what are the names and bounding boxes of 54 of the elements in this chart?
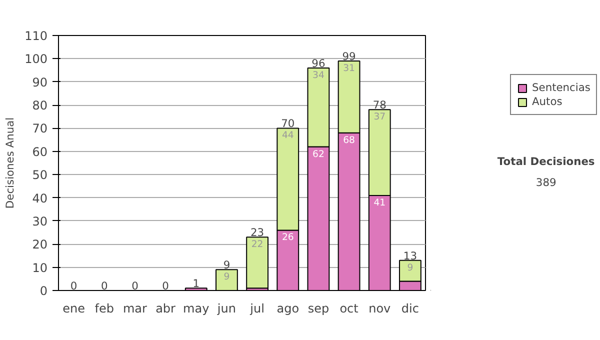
x-tick-label: may bbox=[183, 302, 210, 316]
x-tick-label: jun bbox=[216, 302, 236, 316]
y-tick-label: 10 bbox=[32, 260, 48, 275]
total-label: 0 bbox=[100, 280, 108, 292]
y-tick-label: 20 bbox=[32, 238, 48, 252]
data-label: 9 bbox=[407, 262, 414, 274]
y-tick-label: 100 bbox=[24, 52, 48, 66]
y-tick-label: 110 bbox=[24, 29, 48, 43]
data-label: 68 bbox=[343, 134, 356, 146]
total-label: 1 bbox=[192, 277, 200, 290]
data-label: 37 bbox=[374, 112, 386, 123]
x-tick-label: abr bbox=[156, 302, 176, 316]
total-label: 99 bbox=[342, 50, 356, 63]
total-label: 0 bbox=[132, 280, 139, 292]
total-label: 0 bbox=[70, 280, 78, 292]
data-label: 44 bbox=[282, 130, 294, 142]
text: 389 bbox=[536, 176, 556, 189]
y-tick-label: 50 bbox=[32, 168, 48, 182]
legend-label: Sentencias bbox=[532, 81, 590, 94]
x-tick-label: feb bbox=[94, 302, 114, 316]
y-tick-label: 0 bbox=[40, 284, 48, 298]
legend-label: Autos bbox=[532, 95, 562, 108]
y-tick-label: 60 bbox=[32, 144, 48, 159]
data-label: 31 bbox=[343, 63, 356, 74]
y-tick-label: 30 bbox=[32, 214, 48, 228]
x-tick-label: ene bbox=[62, 302, 85, 316]
bar bbox=[246, 236, 268, 289]
total-label: 23 bbox=[250, 226, 264, 240]
x-tick-label: dic bbox=[401, 302, 419, 316]
total-label: 13 bbox=[403, 249, 417, 262]
x-tick-label: mar bbox=[122, 302, 148, 316]
data-label: 9 bbox=[224, 272, 230, 283]
total-label: 70 bbox=[281, 117, 295, 130]
x-tick-label: sep bbox=[308, 302, 330, 316]
total-label: 78 bbox=[372, 98, 387, 112]
total-label: 0 bbox=[162, 280, 170, 292]
data-label: 62 bbox=[312, 148, 324, 160]
data-label: 22 bbox=[251, 239, 264, 250]
text: Total Decisiones bbox=[497, 155, 595, 168]
total-label: 96 bbox=[312, 56, 326, 70]
data-label: 41 bbox=[374, 197, 386, 208]
x-tick-label: nov bbox=[368, 302, 391, 316]
y-tick-label: 70 bbox=[32, 122, 48, 136]
bar bbox=[216, 269, 238, 290]
data-label: 34 bbox=[312, 70, 324, 81]
x-tick-label: jul bbox=[249, 302, 264, 316]
x-tick-label: ago bbox=[276, 302, 300, 316]
x-tick-label: oct bbox=[340, 302, 359, 316]
y-axis-title: Decisiones Anual bbox=[4, 117, 17, 209]
total-label: 9 bbox=[223, 258, 230, 272]
y-tick-label: 80 bbox=[32, 98, 48, 113]
y-tick-label: 90 bbox=[32, 75, 48, 90]
data-label: 26 bbox=[282, 232, 294, 244]
y-tick-label: 40 bbox=[32, 191, 48, 206]
